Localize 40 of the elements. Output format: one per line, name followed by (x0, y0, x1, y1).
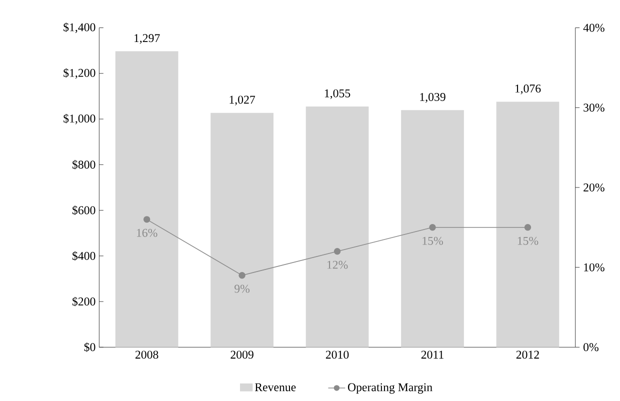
point (429, 224, 436, 231)
x-tick-label: 2012 (516, 350, 539, 359)
bar (401, 110, 464, 348)
point (143, 216, 150, 223)
x-tick-label: 2009 (230, 350, 254, 359)
y-tick-label: $600 (72, 206, 96, 216)
data-label: 12% (327, 260, 348, 269)
data-label: 1,055 (324, 89, 350, 100)
point (524, 224, 532, 231)
data-label: 1,076 (515, 84, 541, 94)
y-tick-label: $800 (72, 160, 96, 170)
y2-tick-label: 20% (584, 184, 604, 192)
y-tick-label: $1,400 (64, 22, 96, 34)
legend-label: Revenue (254, 383, 296, 392)
bar (306, 106, 369, 348)
y2-tick-label: 40% (583, 24, 604, 32)
bar (115, 51, 178, 348)
x-tick-label: 2010 (326, 350, 349, 359)
data-label: 15% (518, 236, 538, 245)
data-label: 16% (136, 228, 158, 237)
bar (496, 102, 560, 348)
y2-tick-label: 0% (584, 343, 598, 352)
y-tick-label: $200 (72, 296, 96, 306)
data-label: 1,039 (420, 93, 446, 103)
y-tick-label: $0 (84, 342, 96, 352)
data-label: 1,027 (230, 96, 256, 106)
point (238, 272, 246, 279)
y-tick-label: $400 (72, 251, 96, 261)
data-label: 9% (234, 284, 250, 293)
y-tick-label: $1,000 (64, 114, 96, 124)
point (334, 248, 341, 255)
y-tick-label: $1,200 (64, 68, 96, 79)
legend-label: Operating Margin (348, 383, 432, 394)
data-label: 15% (422, 236, 443, 245)
y2-tick-label: 30% (584, 104, 604, 112)
x-tick-label: 2011 (421, 350, 444, 359)
x-tick-label: 2008 (135, 350, 158, 359)
bar (210, 112, 274, 348)
y2-tick-label: 10% (584, 263, 604, 272)
data-label: 1,297 (134, 34, 160, 44)
